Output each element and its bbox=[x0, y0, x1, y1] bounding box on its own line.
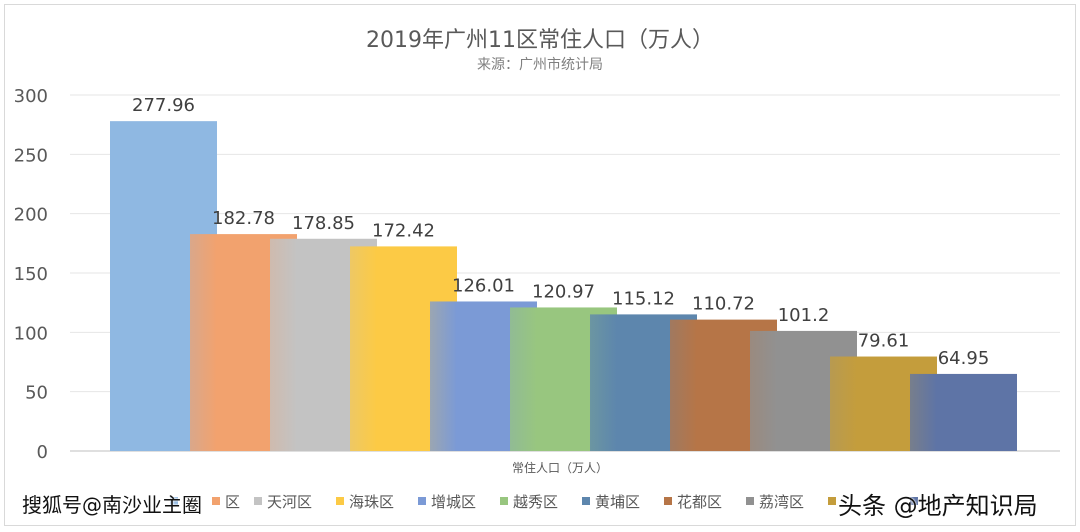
data-label: 101.2 bbox=[778, 305, 830, 326]
legend-swatch bbox=[746, 497, 754, 505]
legend-label: 花都区 bbox=[677, 493, 722, 511]
y-tick-label: 300 bbox=[14, 86, 48, 107]
y-tick-label: 200 bbox=[14, 205, 48, 226]
chart-subtitle: 来源：广州市统计局 bbox=[477, 57, 603, 73]
data-label: 172.42 bbox=[372, 220, 435, 241]
chart-frame bbox=[4, 4, 1076, 526]
legend-label: 海珠区 bbox=[349, 493, 394, 511]
legend-swatch bbox=[910, 497, 918, 505]
y-tick-label: 250 bbox=[14, 145, 48, 166]
data-label: 79.61 bbox=[858, 331, 910, 352]
watermark-left: 搜狐号@南沙业主圈 bbox=[22, 493, 202, 517]
data-label: 126.01 bbox=[452, 275, 515, 296]
legend-swatch bbox=[500, 497, 508, 505]
legend-swatch bbox=[254, 497, 262, 505]
data-label: 178.85 bbox=[292, 213, 355, 234]
data-label: 115.12 bbox=[612, 288, 675, 309]
legend-label: 黄埔区 bbox=[595, 493, 640, 511]
watermark-right: 头条 @地产知识局 bbox=[838, 492, 1038, 520]
legend-label: 越秀区 bbox=[513, 493, 558, 511]
legend-label: 天河区 bbox=[267, 493, 312, 511]
legend-swatch bbox=[664, 497, 672, 505]
data-label: 182.78 bbox=[212, 208, 275, 229]
data-label: 110.72 bbox=[692, 294, 755, 315]
chart-title: 2019年广州11区常住人口（万人） bbox=[366, 28, 714, 53]
legend-swatch bbox=[170, 497, 178, 505]
bar bbox=[910, 373, 1017, 451]
data-label: 277.96 bbox=[132, 95, 195, 116]
legend-label: 增城区 bbox=[431, 493, 476, 511]
data-label: 120.97 bbox=[532, 281, 595, 302]
data-label: 64.95 bbox=[938, 348, 990, 369]
y-tick-label: 0 bbox=[37, 442, 48, 463]
legend-label: 荔湾区 bbox=[759, 493, 804, 511]
y-tick-label: 100 bbox=[14, 323, 48, 344]
legend-swatch bbox=[336, 497, 344, 505]
legend-swatch bbox=[418, 497, 426, 505]
legend-swatch bbox=[212, 497, 220, 505]
legend-label: 区 bbox=[225, 493, 240, 511]
x-category-label: 常住人口（万人） bbox=[512, 461, 608, 475]
legend-swatch bbox=[582, 497, 590, 505]
y-tick-label: 50 bbox=[25, 383, 48, 404]
legend-swatch bbox=[828, 497, 836, 505]
y-tick-label: 150 bbox=[14, 264, 48, 285]
